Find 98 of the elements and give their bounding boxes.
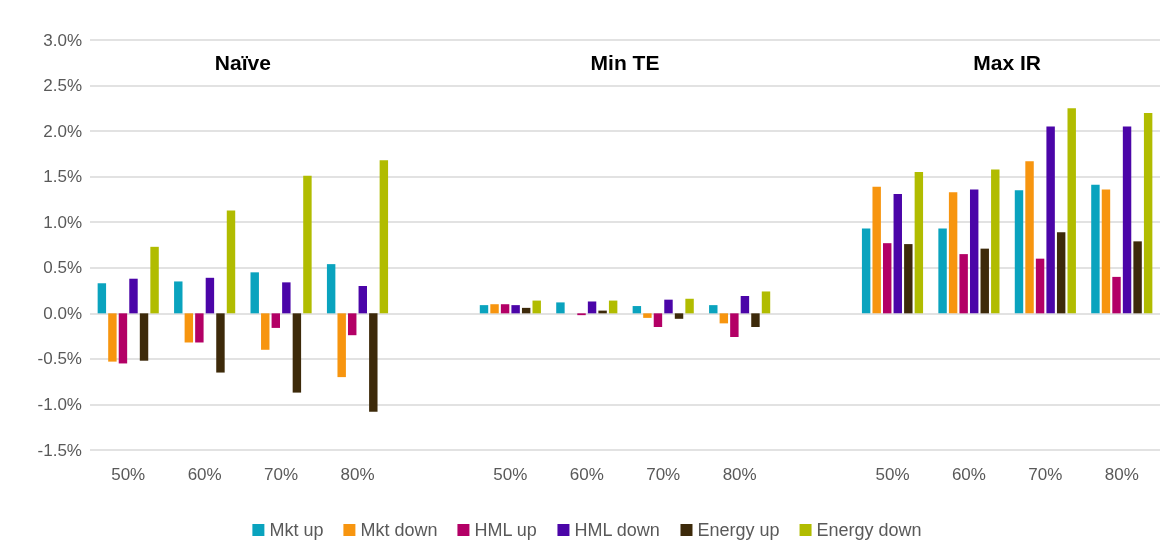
y-tick-label: 2.0% (43, 121, 82, 141)
bar (250, 272, 259, 314)
bar (490, 304, 499, 314)
bar (358, 286, 367, 314)
bar (379, 160, 389, 314)
bar (664, 299, 673, 314)
legend-label: HML down (574, 520, 660, 540)
legend-label: Energy down (816, 520, 922, 540)
legend-label: Energy up (697, 520, 780, 540)
bar (751, 313, 760, 327)
bar (282, 282, 291, 314)
annotation: Naïve (214, 50, 271, 74)
bar (730, 313, 739, 338)
bar (1025, 161, 1034, 314)
y-tick-label: 3.0% (43, 30, 82, 50)
y-tick-label: 1.5% (43, 167, 82, 187)
bar (653, 313, 663, 327)
x-tick-label: 50% (493, 465, 528, 484)
y-tick-label: 0.5% (43, 258, 82, 278)
bar (303, 175, 312, 314)
bar (129, 278, 138, 314)
bar (150, 246, 159, 314)
y-tick-label: 0.0% (43, 303, 82, 323)
bar (904, 244, 913, 314)
x-tick-label: 60% (187, 465, 222, 484)
bar (1067, 108, 1076, 314)
bar (1112, 276, 1121, 314)
bar (326, 264, 336, 314)
bar (139, 313, 149, 361)
bar (1122, 126, 1132, 314)
bar (1035, 258, 1045, 314)
x-tick-label: 50% (111, 465, 146, 484)
bar (216, 313, 225, 373)
bar (226, 210, 236, 314)
bar (1046, 126, 1055, 314)
y-tick-label: -1.5% (37, 440, 82, 460)
bar (271, 313, 281, 328)
x-tick-label: 70% (264, 465, 299, 484)
x-tick-label: 80% (1104, 465, 1139, 484)
bar (1143, 112, 1153, 314)
bar (883, 243, 892, 314)
bar (861, 228, 871, 314)
bar (674, 313, 684, 319)
x-tick-label: 60% (951, 465, 986, 484)
bar (108, 313, 117, 362)
legend-label: Mkt up (269, 520, 324, 540)
bar (118, 313, 128, 364)
y-tick-label: 2.5% (43, 76, 82, 96)
bar (709, 305, 718, 314)
legend-label: HML up (474, 520, 537, 540)
bar (685, 298, 694, 314)
bar (1133, 241, 1142, 314)
bar (872, 186, 881, 314)
bar (1056, 232, 1066, 314)
bar (969, 189, 979, 314)
bar (959, 254, 968, 314)
bar (980, 248, 989, 314)
bar (914, 172, 924, 314)
bar (205, 277, 215, 314)
bar (532, 300, 541, 314)
bar (292, 313, 302, 393)
bar (511, 305, 520, 314)
bar (1091, 184, 1100, 314)
bar (348, 313, 357, 336)
y-tick-label: 1.0% (43, 212, 82, 232)
x-tick-label: 50% (875, 465, 910, 484)
bar (761, 291, 771, 314)
x-tick-label: 80% (722, 465, 757, 484)
bar (1014, 190, 1024, 314)
x-tick-label: 70% (646, 465, 681, 484)
y-tick-label: -1.0% (37, 394, 82, 414)
bar (1101, 189, 1111, 314)
x-tick-label: 80% (340, 465, 375, 484)
bar (893, 193, 902, 314)
bar (948, 192, 958, 314)
bar (938, 228, 947, 314)
x-tick-label: 70% (1028, 465, 1063, 484)
annotation: Min TE (590, 50, 660, 74)
bar (719, 313, 729, 324)
bar (184, 313, 194, 343)
x-tick-label: 60% (569, 465, 604, 484)
bar (195, 313, 204, 343)
legend-label: Mkt down (360, 520, 438, 540)
bar (369, 313, 378, 412)
bar (740, 296, 750, 314)
bar (991, 169, 1000, 314)
bar (500, 304, 510, 314)
annotation: Max IR (973, 50, 1041, 74)
bar (97, 283, 107, 314)
bar (587, 301, 597, 314)
bar (261, 313, 270, 350)
bar (556, 302, 565, 314)
bar (337, 313, 346, 378)
bar (643, 313, 652, 318)
bar (632, 306, 642, 314)
bar (174, 281, 183, 314)
y-tick-label: -0.5% (37, 349, 82, 369)
bar (479, 305, 489, 314)
